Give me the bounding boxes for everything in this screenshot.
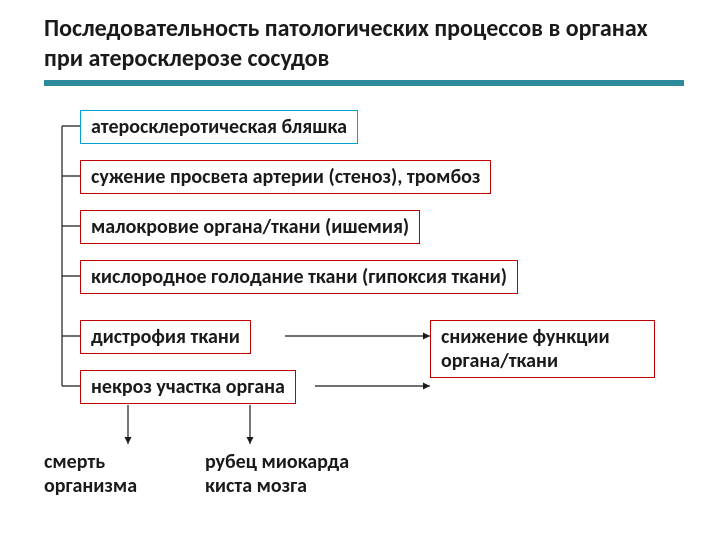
box-plaque: атеросклеротическая бляшка [80,110,358,144]
box-dystrophy: дистрофия ткани [80,320,251,354]
label-scar-cyst: рубец миокарда киста мозга [205,450,385,498]
box-stenosis: сужение просвета артерии (стеноз), тромб… [80,160,491,194]
title-underline [44,80,684,86]
page-title: Последовательность патологических процес… [44,14,664,74]
box-ischemia: малокровие органа/ткани (ишемия) [80,210,420,244]
label-death: смерть организма [44,450,184,498]
box-necrosis: некроз участка органа [80,370,296,404]
box-hypoxia: кислородное голодание ткани (гипоксия тк… [80,260,518,294]
box-function-loss: снижение функции органа/ткани [430,320,655,378]
